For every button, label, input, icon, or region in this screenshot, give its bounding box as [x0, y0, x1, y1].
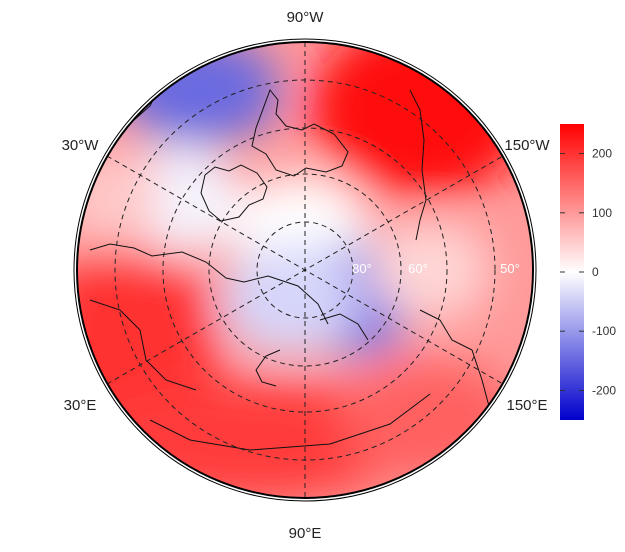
colorbar-tick-label: 200 — [592, 147, 612, 161]
lon-label-upper-left: 30°W — [62, 137, 100, 154]
graticule — [106, 42, 504, 498]
anomaly-field — [77, 42, 533, 498]
map-border — [76, 41, 534, 499]
colorbar-tick-label: 100 — [592, 206, 612, 220]
colorbar: 200 100 0 -100 -200 — [560, 124, 616, 420]
lon-label-lower-left: 30°E — [64, 397, 97, 414]
colorbar-tick-label: -200 — [592, 383, 616, 397]
colorbar-tick-label: -100 — [592, 324, 616, 338]
lon-label-top: 90°W — [287, 9, 325, 26]
lon-label-upper-right: 150°W — [504, 137, 550, 154]
lat-label-80: 80° — [352, 261, 372, 276]
lon-label-bottom: 90°E — [289, 525, 322, 542]
lat-label-50: 50° — [500, 261, 520, 276]
lat-label-60: 60° — [408, 261, 428, 276]
coastlines — [89, 59, 491, 451]
colorbar-ticks: 200 100 0 -100 -200 — [560, 147, 616, 397]
lon-label-lower-right: 150°E — [506, 397, 547, 414]
map-outer-border — [73, 38, 537, 502]
colorbar-tick-label: 0 — [592, 265, 599, 279]
